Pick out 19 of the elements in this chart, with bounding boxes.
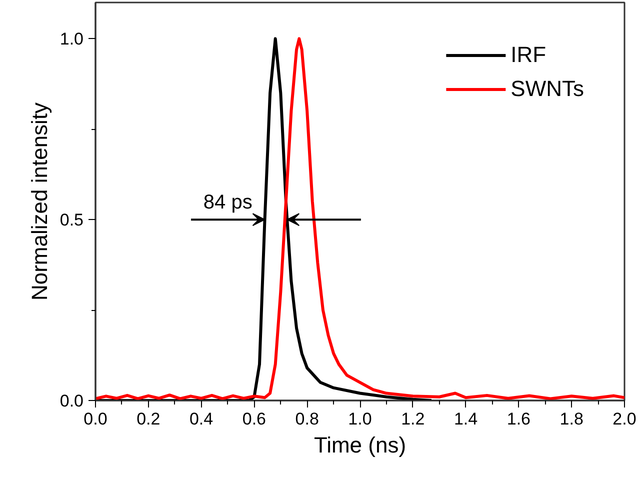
x-tick-label: 2.0 — [612, 410, 636, 428]
legend-label: IRF — [510, 42, 546, 68]
y-tick-label: 0.5 — [60, 210, 84, 230]
x-tick-label: 1.0 — [348, 410, 372, 428]
x-tick-label: 1.2 — [401, 410, 425, 428]
annotation: 84 ps — [203, 192, 252, 214]
x-tick-label: 0.2 — [136, 410, 160, 428]
y-axis-title: Normalized intensity — [26, 102, 52, 301]
x-axis-title: Time (ns) — [314, 432, 406, 458]
y-tick-label: 1.0 — [60, 30, 84, 49]
x-tick-label: 1.4 — [454, 410, 478, 428]
x-tick-label: 0.6 — [242, 410, 266, 428]
x-tick-label: 1.8 — [560, 410, 584, 428]
x-tick-label: 1.6 — [506, 410, 531, 428]
x-tick-label: 0.8 — [295, 410, 319, 428]
legend-label: SWNTs — [510, 76, 584, 102]
x-tick-label: 0.0 — [84, 410, 108, 428]
y-tick-label: 0.0 — [60, 392, 84, 410]
x-tick-label: 0.4 — [189, 410, 214, 428]
